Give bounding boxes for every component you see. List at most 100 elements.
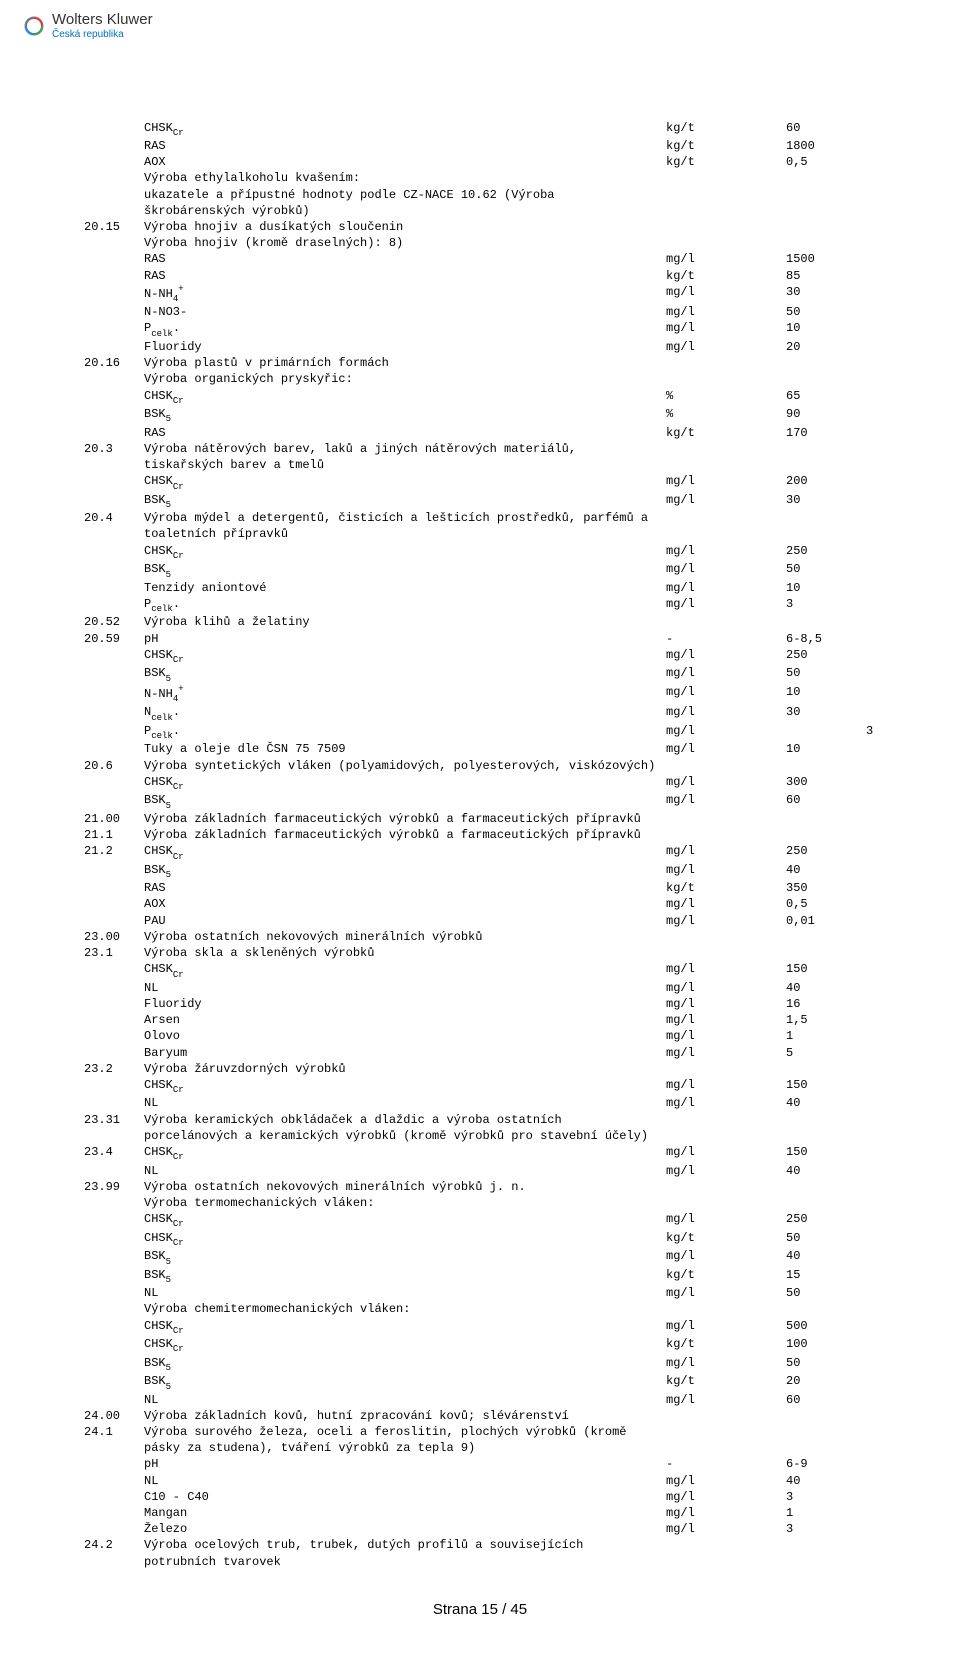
table-row: CHSKCrkg/t100 [84, 1336, 896, 1355]
regulation-table: CHSKCrkg/t60RASkg/t1800AOXkg/t0,5Výroba … [84, 120, 896, 1570]
table-row: CHSKCrkg/t60 [84, 120, 896, 139]
table-row: 23.1Výroba skla a skleněných výrobků [84, 945, 896, 961]
row-label: Výroba základních farmaceutických výrobk… [144, 827, 666, 843]
row-unit: mg/l [666, 1144, 786, 1160]
row-label: Olovo [144, 1028, 666, 1044]
brand-header: Wolters Kluwer Česká republika [24, 12, 936, 40]
row-code: 24.00 [84, 1408, 144, 1424]
row-label: CHSKCr [144, 843, 666, 862]
row-value: 100 [786, 1336, 866, 1352]
row-label: Fluoridy [144, 996, 666, 1012]
row-label: NL [144, 1285, 666, 1301]
row-unit: mg/l [666, 1012, 786, 1028]
row-value: 90 [786, 406, 866, 422]
row-unit: mg/l [666, 1521, 786, 1537]
table-row: CHSKCr%65 [84, 388, 896, 407]
row-value: 3 [786, 1521, 866, 1537]
row-value: 0,5 [786, 154, 866, 170]
row-value: 60 [786, 120, 866, 136]
table-row: Výroba termomechanických vláken: [84, 1195, 896, 1211]
row-unit: mg/l [666, 1355, 786, 1371]
row-label: CHSKCr [144, 1318, 666, 1337]
row-unit: - [666, 631, 786, 647]
row-value: 0,01 [786, 913, 866, 929]
row-unit: mg/l [666, 1489, 786, 1505]
row-unit: mg/l [666, 996, 786, 1012]
table-row: CHSKCrmg/l200 [84, 473, 896, 492]
row-extra: 3 [866, 723, 896, 739]
row-unit: - [666, 1456, 786, 1472]
row-label: N-NO3- [144, 304, 666, 320]
table-row: Pcelk.mg/l3 [84, 596, 896, 615]
table-row: Olovomg/l1 [84, 1028, 896, 1044]
row-value: 40 [786, 1248, 866, 1264]
row-value: 300 [786, 774, 866, 790]
row-unit: mg/l [666, 774, 786, 790]
row-label: NL [144, 1095, 666, 1111]
row-label: NL [144, 1163, 666, 1179]
row-value: 20 [786, 339, 866, 355]
row-code: 21.00 [84, 811, 144, 827]
table-row: BSK5mg/l50 [84, 561, 896, 580]
row-value: 40 [786, 1095, 866, 1111]
row-label: pH [144, 631, 666, 647]
table-row: 23.31Výroba keramických obkládaček a dla… [84, 1112, 896, 1144]
table-row: N-NH4+mg/l30 [84, 284, 896, 305]
row-value: 5 [786, 1045, 866, 1061]
table-row: 20.52Výroba klihů a želatiny [84, 614, 896, 630]
row-label: škrobárenských výrobků) [144, 203, 666, 219]
row-label: N-NH4+ [144, 284, 666, 305]
row-value: 3 [786, 1489, 866, 1505]
row-label: CHSKCr [144, 120, 666, 139]
row-label: CHSKCr [144, 388, 666, 407]
row-value: 65 [786, 388, 866, 404]
row-label: Výroba klihů a želatiny [144, 614, 666, 630]
row-unit: kg/t [666, 1230, 786, 1246]
row-unit: mg/l [666, 1318, 786, 1334]
table-row: 20.3Výroba nátěrových barev, laků a jiný… [84, 441, 896, 473]
row-unit: kg/t [666, 138, 786, 154]
row-code: 23.00 [84, 929, 144, 945]
row-label: Výroba ostatních nekovových minerálních … [144, 1179, 666, 1195]
row-value: 85 [786, 268, 866, 284]
table-row: 24.00Výroba základních kovů, hutní zprac… [84, 1408, 896, 1424]
row-label: BSK5 [144, 1373, 666, 1392]
table-row: 24.1Výroba surového železa, oceli a fero… [84, 1424, 896, 1456]
row-value: 10 [786, 320, 866, 336]
table-row: BSK5%90 [84, 406, 896, 425]
table-row: 23.00Výroba ostatních nekovových minerál… [84, 929, 896, 945]
row-unit: % [666, 388, 786, 404]
row-label: Výroba základních farmaceutických výrobk… [144, 811, 666, 827]
table-row: CHSKCrkg/t50 [84, 1230, 896, 1249]
row-label: CHSKCr [144, 1077, 666, 1096]
row-code: 23.31 [84, 1112, 144, 1128]
row-value: 16 [786, 996, 866, 1012]
row-label: ukazatele a přípustné hodnoty podle CZ-N… [144, 187, 666, 203]
table-row: NLmg/l50 [84, 1285, 896, 1301]
table-row: 20.15Výroba hnojiv a dusíkatých sloučeni… [84, 219, 896, 235]
row-label: CHSKCr [144, 1144, 666, 1163]
row-label: CHSKCr [144, 1230, 666, 1249]
row-value: 200 [786, 473, 866, 489]
table-row: Tuky a oleje dle ČSN 75 7509mg/l10 [84, 741, 896, 757]
row-label: CHSKCr [144, 1211, 666, 1230]
row-code: 21.1 [84, 827, 144, 843]
row-unit: mg/l [666, 1505, 786, 1521]
table-row: 23.4CHSKCrmg/l150 [84, 1144, 896, 1163]
row-label: Výroba hnojiv a dusíkatých sloučenin [144, 219, 666, 235]
row-unit: kg/t [666, 154, 786, 170]
table-row: Pcelk.mg/l3 [84, 723, 896, 742]
table-row: Výroba hnojiv (kromě draselných): 8) [84, 235, 896, 251]
row-value: 20 [786, 1373, 866, 1389]
row-label: RAS [144, 251, 666, 267]
row-label: Baryum [144, 1045, 666, 1061]
table-row: NLmg/l40 [84, 1473, 896, 1489]
row-label: Výroba surového železa, oceli a feroslit… [144, 1424, 666, 1456]
row-unit: kg/t [666, 268, 786, 284]
row-label: CHSKCr [144, 961, 666, 980]
row-label: Výroba organických pryskyřic: [144, 371, 666, 387]
row-label: Výroba ethylalkoholu kvašením: [144, 170, 666, 186]
table-row: Železomg/l3 [84, 1521, 896, 1537]
row-value: 6-8,5 [786, 631, 866, 647]
row-label: Výroba ostatních nekovových minerálních … [144, 929, 666, 945]
